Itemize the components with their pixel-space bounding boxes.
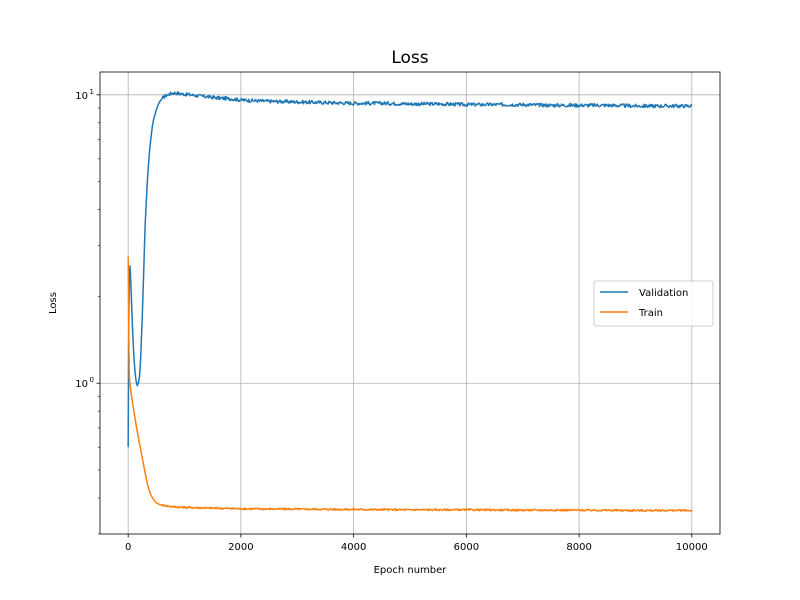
legend: Validation Train — [593, 280, 714, 327]
legend-label-validation: Validation — [639, 288, 688, 299]
plot-frame — [99, 71, 721, 535]
y-axis-label: Loss — [48, 292, 59, 314]
x-tick-label: 6000 — [454, 542, 479, 553]
y-tick-label: 10 — [75, 91, 88, 102]
x-tick-label: 8000 — [566, 542, 591, 553]
chart-title: Loss — [391, 48, 428, 68]
x-axis-label: Epoch number — [374, 565, 448, 576]
y-tick-exponent: 0 — [90, 376, 94, 384]
x-tick-label: 2000 — [228, 542, 253, 553]
x-tick-label: 0 — [125, 542, 131, 553]
series-line-train — [127, 256, 693, 513]
y-tick-label: 10 — [75, 379, 88, 390]
x-tick-label: 10000 — [676, 542, 708, 553]
x-tick-label: 4000 — [341, 542, 366, 553]
y-tick-exponent: 1 — [90, 88, 94, 96]
legend-label-train: Train — [638, 308, 663, 319]
series-line-validation — [127, 91, 693, 448]
series-layer — [127, 91, 693, 513]
